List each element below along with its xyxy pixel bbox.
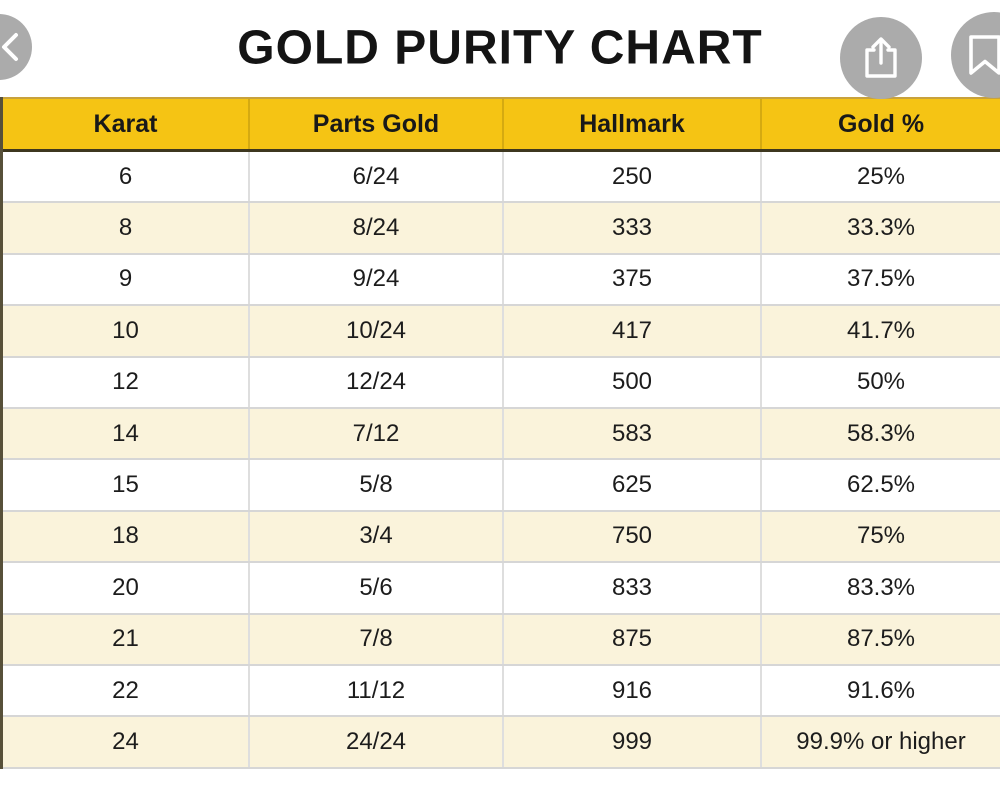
table-cell: 250 xyxy=(504,152,762,202)
table-cell: 14 xyxy=(3,408,250,459)
gold-purity-table: Karat Parts Gold Hallmark Gold % 6 6/24 25… xyxy=(0,97,1000,769)
table-cell: 625 xyxy=(504,460,762,510)
table-cell: 6/24 xyxy=(250,152,504,202)
table-cell: 9/24 xyxy=(250,254,504,305)
table-cell: 10 xyxy=(3,306,250,356)
table-cell: 41.7% xyxy=(846,316,916,344)
table-cell: 58.3% xyxy=(846,419,916,447)
table-cell: 24 xyxy=(3,717,250,767)
table-cell: 9 xyxy=(3,254,250,305)
table-cell: 10/24 xyxy=(250,306,504,356)
table-cell: 3/4 xyxy=(250,511,504,562)
table-cell: 37.5% xyxy=(846,265,916,293)
table-cell: 5/8 xyxy=(250,460,504,510)
table-row: 20 5/6 833 83.3% xyxy=(3,563,1000,615)
table-cell: 583 xyxy=(504,408,762,459)
table-cell: 333 xyxy=(504,203,762,253)
table-cell: 7/12 xyxy=(250,408,504,459)
table-cell: 91.6% xyxy=(846,676,916,704)
column-header-parts-gold: Parts Gold xyxy=(250,99,504,149)
table-cell: 375 xyxy=(504,254,762,305)
column-header-karat: Karat xyxy=(3,99,250,149)
table-cell: 8/24 xyxy=(250,203,504,253)
table-row: 22 11/12 916 91.6% xyxy=(3,665,1000,718)
table-row: 14 7/12 583 58.3% xyxy=(3,408,1000,461)
table-row: 21 7/8 875 87.5% xyxy=(3,614,1000,666)
table-cell: 8 xyxy=(3,203,250,253)
table-cell: 916 xyxy=(504,665,762,716)
table-body: 6 6/24 250 25% 8 8/24 333 33.3% 9 9/24 375 37.5% 10 1… xyxy=(3,152,1000,769)
table-cell: 18 xyxy=(3,511,250,562)
page-title: GOLD PURITY CHART xyxy=(237,20,763,74)
table-row: 6 6/24 250 25% xyxy=(3,152,1000,204)
table-cell: 5/6 xyxy=(250,563,504,613)
table-cell: 62.5% xyxy=(846,471,916,499)
table-row: 8 8/24 333 33.3% xyxy=(3,203,1000,255)
table-row: 18 3/4 750 75% xyxy=(3,511,1000,564)
chevron-left-icon xyxy=(0,31,23,63)
table-cell: 75% xyxy=(856,522,906,550)
table-cell: 87.5% xyxy=(846,625,916,653)
table-row: 15 5/8 625 62.5% xyxy=(3,460,1000,512)
table-cell: 12/24 xyxy=(250,357,504,407)
table-row: 10 10/24 417 41.7% xyxy=(3,306,1000,358)
table-row: 9 9/24 375 37.5% xyxy=(3,254,1000,307)
table-cell: 12 xyxy=(3,357,250,407)
table-cell: 7/8 xyxy=(250,614,504,664)
table-cell: 21 xyxy=(3,614,250,664)
bookmark-icon xyxy=(965,32,1000,78)
table-cell: 750 xyxy=(504,511,762,562)
share-button[interactable] xyxy=(840,17,922,99)
table-cell: 833 xyxy=(504,563,762,613)
table-cell: 500 xyxy=(504,357,762,407)
table-cell: 50% xyxy=(856,368,906,396)
table-cell: 15 xyxy=(3,460,250,510)
table-cell: 417 xyxy=(504,306,762,356)
table-row: 12 12/24 500 50% xyxy=(3,357,1000,409)
table-cell: 24/24 xyxy=(250,717,504,767)
column-header-gold-pct: Gold % xyxy=(837,109,925,138)
column-header-hallmark: Hallmark xyxy=(504,99,762,149)
table-cell: 33.3% xyxy=(846,214,916,242)
share-icon xyxy=(862,36,900,80)
table-cell: 6 xyxy=(3,152,250,202)
table-cell: 11/12 xyxy=(250,665,504,716)
table-cell: 22 xyxy=(3,665,250,716)
table-header-row: Karat Parts Gold Hallmark Gold % xyxy=(3,97,1000,152)
table-cell: 99.9% or higher xyxy=(796,727,966,755)
table-cell: 25% xyxy=(856,162,906,190)
table-cell: 999 xyxy=(504,717,762,767)
table-cell: 83.3% xyxy=(846,573,916,601)
table-cell: 875 xyxy=(504,614,762,664)
top-bar: GOLD PURITY CHART xyxy=(0,0,1000,99)
table-row: 24 24/24 999 99.9% or higher xyxy=(3,717,1000,769)
table-cell: 20 xyxy=(3,563,250,613)
